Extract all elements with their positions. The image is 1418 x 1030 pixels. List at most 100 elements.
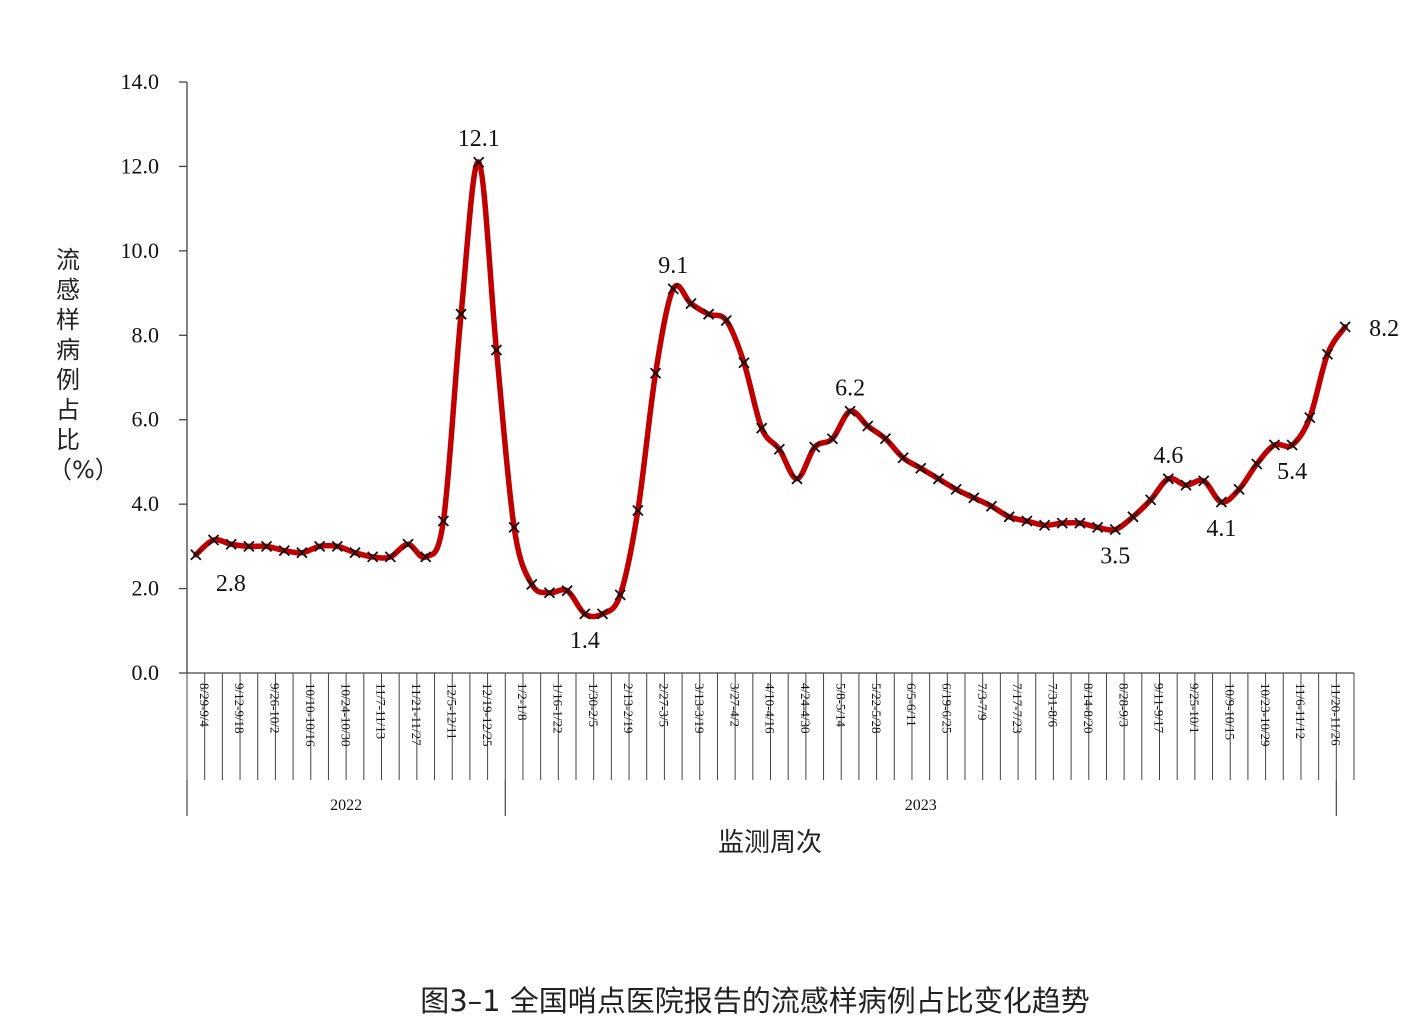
data-point-marker (190, 549, 202, 561)
data-point-marker (508, 521, 520, 533)
data-point-marker (420, 551, 432, 563)
data-point-marker (402, 538, 414, 550)
data-point-marker (968, 492, 980, 504)
data-point-marker (614, 589, 626, 601)
y-axis: 0.0 2.0 4.0 6.0 8.0 10.0 12.0 14.0 (121, 69, 188, 685)
data-point-marker (331, 540, 343, 552)
data-point-marker (1145, 494, 1157, 506)
y-tick-label: 6.0 (132, 407, 160, 432)
x-tick-label: 2/13-2/19 (621, 683, 636, 734)
data-label: 3.5 (1100, 543, 1130, 569)
data-label: 4.6 (1153, 443, 1183, 469)
data-point-marker (773, 443, 785, 455)
data-point-marker (1268, 439, 1281, 451)
x-tick-label: 6/19-6/25 (939, 683, 954, 734)
data-point-marker (738, 357, 750, 369)
data-point-marker (243, 540, 255, 552)
data-point-marker (225, 538, 237, 550)
data-markers (190, 156, 1351, 620)
x-tick-label: 4/10-4/16 (763, 683, 778, 734)
data-label: 8.2 (1369, 316, 1399, 342)
data-point-marker (296, 547, 308, 559)
data-point-marker (632, 504, 644, 517)
x-tick-label: 9/25-10/1 (1187, 683, 1202, 734)
x-tick-label: 11/21-11/27 (409, 683, 424, 746)
data-point-marker (313, 540, 326, 552)
x-tick-label: 11/20-11/26 (1328, 683, 1343, 746)
x-tick-label: 10/10-10/16 (303, 683, 318, 747)
y-tick-label: 8.0 (132, 322, 160, 347)
data-point-marker (1074, 517, 1086, 529)
y-tick-label: 10.0 (121, 238, 160, 263)
data-point-marker (1021, 515, 1033, 527)
y-tick-label: 14.0 (121, 69, 160, 94)
data-point-marker (897, 452, 909, 464)
data-point-marker (490, 344, 503, 356)
data-point-marker (809, 441, 821, 453)
year-group-label: 2023 (905, 797, 937, 814)
data-point-marker (1162, 473, 1174, 485)
x-tick-label: 11/7-11/13 (374, 683, 389, 739)
data-point-marker (561, 585, 573, 597)
data-point-marker (1003, 511, 1015, 523)
data-point-marker (1109, 523, 1121, 536)
data-label: 12.1 (458, 126, 500, 152)
x-tick-label: 11/6-11/12 (1293, 683, 1308, 739)
data-point-marker (349, 547, 361, 559)
x-tick-label: 3/13-3/19 (692, 683, 707, 734)
x-tick-label: 8/14-8/20 (1081, 683, 1096, 734)
data-point-marker (1091, 521, 1104, 533)
data-point-marker (1251, 458, 1263, 470)
data-label: 4.1 (1206, 516, 1236, 542)
x-tick-label: 9/12-9/18 (232, 683, 247, 734)
x-tick-label: 8/29-9/4 (197, 683, 212, 728)
data-point-marker (384, 551, 396, 563)
data-labels: 2.8 12.1 1.4 9.1 6.2 3.5 4.6 4.1 5.4 8.2 (216, 126, 1399, 654)
x-tick-label: 2/27-3/5 (657, 683, 672, 727)
x-tick-label: 8/28-9/3 (1116, 683, 1131, 727)
year-group-label: 2022 (330, 797, 362, 814)
data-point-marker (1198, 475, 1210, 487)
data-point-marker (1056, 517, 1068, 529)
data-point-marker (985, 500, 998, 512)
x-tick-label: 7/31-8/6 (1046, 683, 1061, 728)
data-label: 9.1 (658, 253, 688, 279)
x-tick-label: 1/2-1/8 (515, 683, 530, 721)
data-point-marker (791, 473, 803, 485)
data-label: 5.4 (1277, 459, 1307, 485)
figure-caption: 图3–1 全国哨点医院报告的流感样病例占比变化趋势 (420, 984, 1090, 1018)
data-point-marker (526, 578, 538, 590)
x-axis-title: 监测周次 (717, 828, 822, 858)
data-point-marker (1304, 411, 1316, 424)
data-label: 1.4 (570, 628, 600, 654)
x-tick-label: 3/27-4/2 (727, 683, 742, 727)
data-point-marker (756, 422, 768, 434)
data-point-marker (579, 608, 591, 620)
x-tick-label: 1/30-2/5 (586, 683, 601, 727)
data-point-marker (667, 283, 679, 295)
data-point-marker (932, 473, 945, 485)
data-point-marker (1215, 496, 1228, 508)
series-ili-percent (193, 159, 1348, 620)
x-tick-label: 5/22-5/28 (869, 683, 884, 734)
data-point-marker (826, 433, 839, 445)
data-point-marker (1286, 439, 1298, 451)
x-tick-label: 5/8-5/14 (833, 683, 848, 728)
y-axis-title: 流感样病例占比（%） (48, 246, 119, 484)
data-point-marker (596, 608, 609, 620)
data-point-marker (950, 483, 962, 496)
y-tick-label: 0.0 (132, 660, 160, 685)
y-tick-label: 4.0 (132, 491, 160, 516)
y-tick-label: 2.0 (132, 576, 160, 601)
data-point-marker (437, 515, 450, 527)
data-point-marker (278, 544, 290, 557)
x-tick-label: 10/9-10/15 (1222, 683, 1237, 740)
x-tick-label: 6/5-6/11 (904, 683, 919, 727)
data-point-marker (207, 534, 220, 546)
x-tick-label: 12/5-12/11 (444, 683, 459, 740)
y-tick-label: 12.0 (121, 153, 160, 178)
x-tick-label: 7/17-7/23 (1010, 683, 1025, 734)
x-tick-label: 12/19-12/25 (480, 683, 495, 747)
data-point-marker (862, 420, 874, 432)
